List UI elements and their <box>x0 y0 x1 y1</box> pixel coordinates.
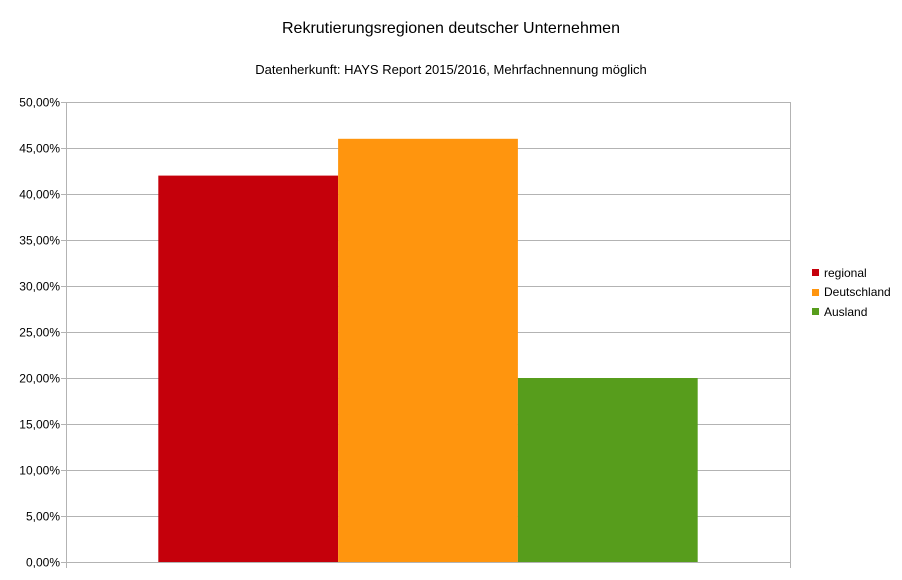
legend-swatch-deutschland <box>812 288 819 296</box>
chart-title: Rekrutierungsregionen deutscher Unterneh… <box>282 20 620 37</box>
legend-label-ausland: Ausland <box>824 304 868 319</box>
y-tick-label: 5,00% <box>26 510 60 524</box>
legend: regional Deutschland Ausland <box>812 263 891 322</box>
legend-item-regional: regional <box>812 263 891 283</box>
y-tick-label: 0,00% <box>26 556 60 570</box>
legend-label-regional: regional <box>824 265 867 280</box>
legend-label-deutschland: Deutschland <box>824 285 891 300</box>
y-tick-label: 25,00% <box>19 326 60 340</box>
legend-item-deutschland: Deutschland <box>812 283 891 303</box>
legend-swatch-ausland <box>812 308 819 316</box>
y-tick-label: 30,00% <box>19 280 60 294</box>
legend-item-ausland: Ausland <box>812 302 891 322</box>
y-tick-label: 35,00% <box>19 234 60 248</box>
y-tick-label: 50,00% <box>19 96 60 110</box>
legend-swatch-regional <box>812 269 819 277</box>
y-tick-label: 20,00% <box>19 372 60 386</box>
bar-deutschland <box>338 138 518 563</box>
chart-subtitle: Datenherkunft: HAYS Report 2015/2016, Me… <box>255 62 647 77</box>
bar-ausland <box>517 378 698 562</box>
y-tick-label: 15,00% <box>19 418 60 432</box>
y-tick-label: 10,00% <box>19 464 60 478</box>
y-tick-label: 40,00% <box>19 188 60 202</box>
y-tick-label: 45,00% <box>19 142 60 156</box>
bar-regional <box>158 175 339 562</box>
